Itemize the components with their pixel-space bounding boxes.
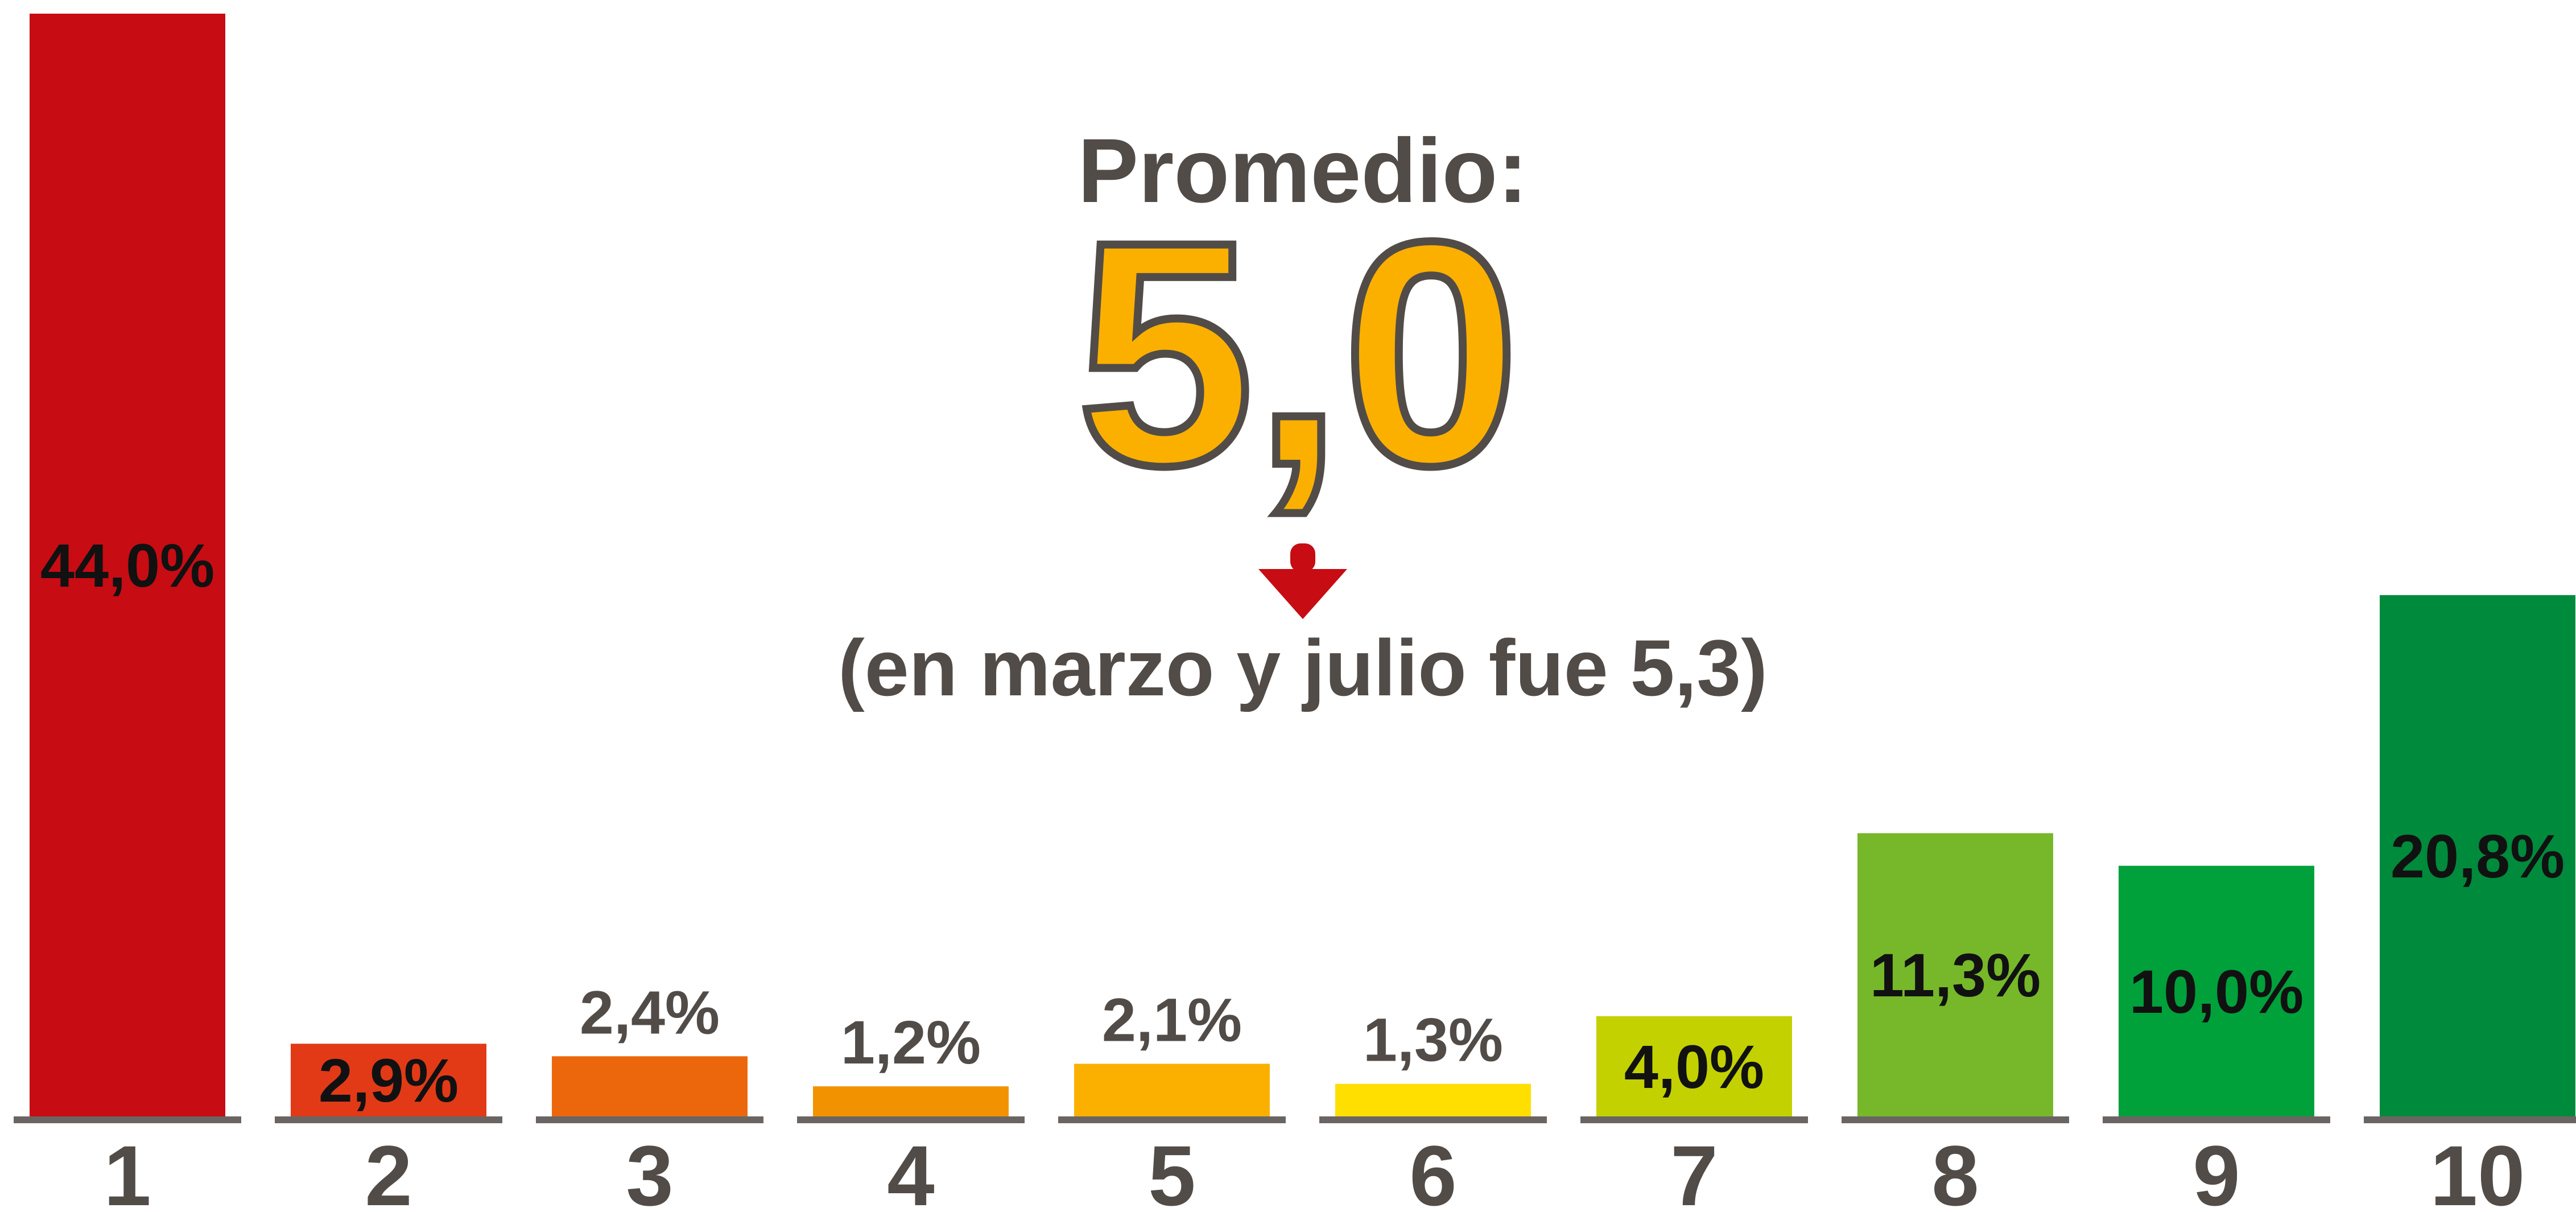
bar — [1335, 1083, 1531, 1116]
bar — [552, 1056, 748, 1116]
x-tick-label: 10 — [2430, 1128, 2525, 1212]
bar — [30, 14, 225, 1116]
value-label: 2,4% — [580, 978, 720, 1046]
average-value: 5,0 — [1077, 175, 1520, 531]
value-label: 10,0% — [2129, 957, 2303, 1026]
value-label: 1,2% — [841, 1008, 981, 1077]
x-tick-label: 5 — [1148, 1128, 1195, 1212]
x-tick-label: 4 — [887, 1128, 934, 1212]
value-label: 20,8% — [2391, 822, 2565, 891]
bar — [1596, 1016, 1792, 1116]
value-label: 1,3% — [1363, 1005, 1503, 1074]
value-label: 44,0% — [40, 531, 214, 600]
x-tick-label: 2 — [365, 1128, 412, 1212]
bar — [2380, 595, 2575, 1116]
bar — [813, 1086, 1009, 1116]
value-label: 4,0% — [1624, 1032, 1764, 1101]
average-note: (en marzo y julio fue 5,3) — [838, 623, 1768, 712]
x-tick-label: 8 — [1931, 1128, 1979, 1212]
value-label: 2,9% — [319, 1046, 459, 1115]
bar — [1074, 1063, 1270, 1116]
value-label: 11,3% — [1870, 941, 2041, 1009]
bar — [1857, 833, 2053, 1116]
down-arrow — [1258, 543, 1347, 619]
x-tick-label: 6 — [1409, 1128, 1456, 1212]
value-label: 2,1% — [1102, 986, 1242, 1054]
bar — [2119, 865, 2314, 1116]
x-tick-label: 3 — [626, 1128, 673, 1212]
average-label: Promedio: — [1078, 119, 1528, 221]
bar — [291, 1044, 486, 1116]
x-tick-label: 9 — [2193, 1128, 2240, 1212]
x-tick-label: 7 — [1670, 1128, 1718, 1212]
x-tick-label: 1 — [104, 1128, 151, 1212]
